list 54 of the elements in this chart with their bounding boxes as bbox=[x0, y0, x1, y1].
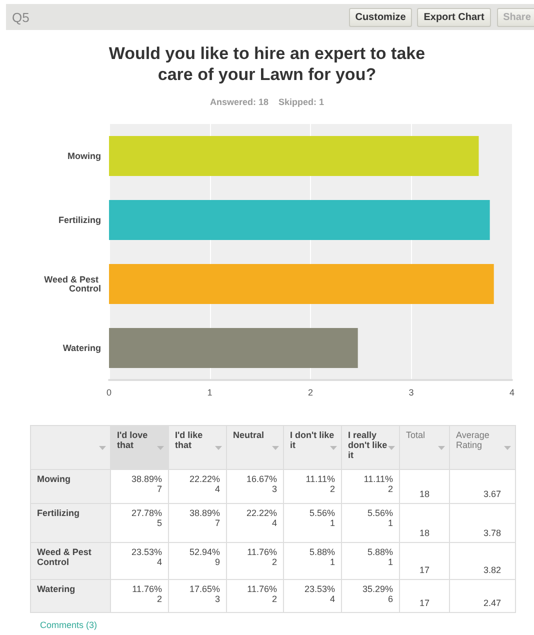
text: 3.78 bbox=[450, 504, 516, 542]
text: 11.11% 2 bbox=[342, 470, 400, 504]
y-tick-label: Fertilizing bbox=[58, 215, 101, 225]
text: 35.29% 6 bbox=[342, 580, 400, 612]
text: I really don't like it bbox=[348, 430, 388, 460]
text: 11.76% 2 bbox=[110, 580, 168, 612]
text: 5.88% 1 bbox=[284, 542, 342, 580]
text: 22.22% 4 bbox=[226, 504, 284, 542]
text: I'd love that bbox=[117, 430, 148, 450]
text: I'd like that bbox=[175, 430, 203, 450]
text: Share bbox=[497, 8, 534, 27]
text: 17 bbox=[400, 542, 450, 580]
x-tick-label: 1 bbox=[207, 388, 212, 398]
chart-subtitle: Answered: 18 Skipped: 1 bbox=[208, 97, 326, 107]
category-label: Mowing bbox=[37, 474, 70, 484]
text: 11.76% 2 bbox=[226, 580, 284, 612]
text: 23.53% 4 bbox=[284, 580, 342, 612]
text: 22.22% 4 bbox=[168, 470, 226, 504]
text: 2.47 bbox=[450, 580, 516, 612]
chart-title: Would you like to hire an expert to take care of your Lawn for you? bbox=[108, 43, 426, 85]
text: 5.56% 1 bbox=[284, 504, 342, 542]
x-tick-label: 0 bbox=[106, 388, 112, 398]
text: 3.67 bbox=[450, 470, 516, 504]
text: 5.88% 1 bbox=[342, 542, 400, 580]
text: 11.11% 2 bbox=[284, 470, 342, 504]
text: 17.65% 3 bbox=[168, 580, 226, 612]
text: 5.56% 1 bbox=[342, 504, 400, 542]
category-label: Fertilizing bbox=[37, 508, 80, 518]
text: Average Rating bbox=[456, 430, 490, 450]
text: Total bbox=[406, 430, 426, 440]
text: Neutral bbox=[233, 430, 264, 440]
text: 38.89% 7 bbox=[110, 470, 168, 504]
y-tick-label: Watering bbox=[62, 343, 101, 353]
y-tick-label: Mowing bbox=[68, 151, 101, 161]
y-tick-label: Weed & Pest Control bbox=[44, 274, 101, 294]
category-label: Watering bbox=[37, 584, 76, 594]
text: 11.76% 2 bbox=[226, 542, 284, 580]
text: Comments (3) bbox=[40, 620, 98, 630]
text: 18 bbox=[400, 504, 450, 542]
text: I don't like it bbox=[290, 430, 334, 450]
x-tick-label: 4 bbox=[509, 388, 515, 398]
text: Export Chart bbox=[417, 8, 491, 27]
text: 52.94% 9 bbox=[168, 542, 226, 580]
text: 27.78% 5 bbox=[110, 504, 168, 542]
text: 23.53% 4 bbox=[110, 542, 168, 580]
x-tick-label: 2 bbox=[308, 388, 314, 398]
text: 3.82 bbox=[450, 542, 516, 580]
text: 38.89% 7 bbox=[168, 504, 226, 542]
text: 16.67% 3 bbox=[226, 470, 284, 504]
x-tick-label: 3 bbox=[408, 388, 414, 398]
text: 18 bbox=[400, 470, 450, 504]
text: Customize bbox=[349, 8, 412, 27]
text: 17 bbox=[400, 580, 450, 612]
text: Q5 bbox=[12, 10, 30, 25]
